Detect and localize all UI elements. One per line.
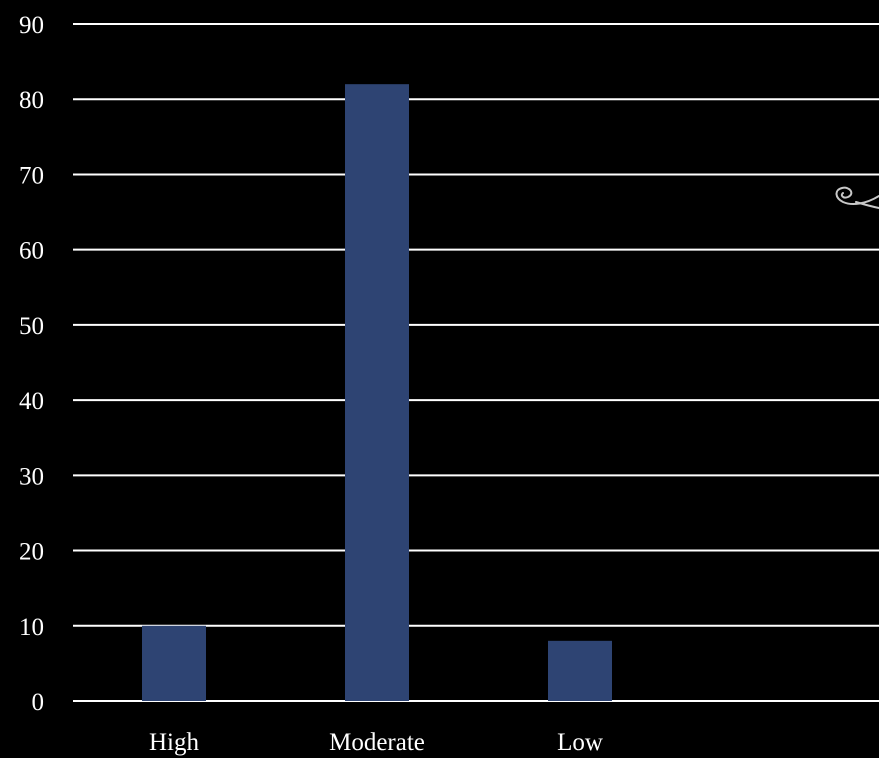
gridlines — [73, 23, 879, 702]
decorative-flourish-icon — [835, 186, 879, 209]
y-tick-label: 90 — [19, 12, 44, 39]
y-axis-tick-labels: 0 10 20 30 40 50 60 70 80 90 — [19, 12, 44, 716]
bar-low — [548, 640, 612, 701]
x-tick-label-high: High — [149, 729, 200, 756]
x-tick-label-low: Low — [557, 729, 603, 756]
x-tick-label-moderate: Moderate — [329, 729, 425, 756]
y-tick-label: 20 — [19, 539, 44, 566]
y-tick-label: 0 — [32, 689, 45, 716]
y-tick-label: 60 — [19, 238, 44, 265]
y-tick-label: 10 — [19, 614, 44, 641]
bars — [142, 84, 612, 701]
bar-high — [142, 625, 206, 701]
bar-moderate — [345, 84, 409, 701]
y-tick-label: 30 — [19, 463, 44, 490]
x-axis-tick-labels: High Moderate Low — [149, 729, 603, 756]
y-tick-label: 40 — [19, 388, 44, 415]
y-tick-label: 80 — [19, 87, 44, 114]
y-tick-label: 70 — [19, 162, 44, 189]
y-tick-label: 50 — [19, 313, 44, 340]
